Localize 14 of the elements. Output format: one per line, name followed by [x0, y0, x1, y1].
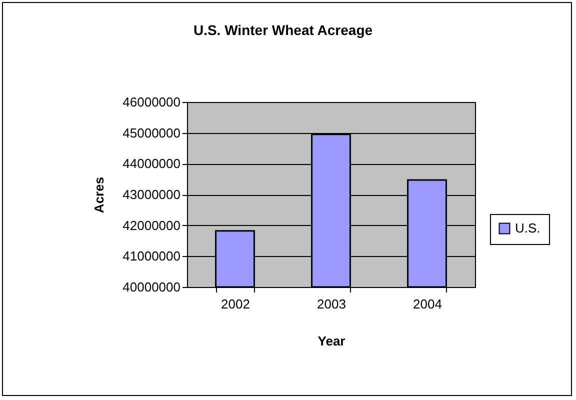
- y-tick-label: 44000000: [122, 156, 180, 172]
- y-tick-label: 43000000: [122, 187, 180, 202]
- y-tick-label: 42000000: [122, 218, 180, 233]
- y-axis-title: Acres: [92, 176, 107, 214]
- y-tick-label: 40000000: [122, 280, 180, 294]
- x-tick-label: 2004: [413, 296, 442, 312]
- chart-title: U.S. Winter Wheat Acreage: [193, 22, 373, 38]
- y-tick-label: 41000000: [122, 248, 180, 264]
- x-tick-label: 2003: [317, 296, 346, 312]
- y-tick-label: 45000000: [122, 125, 180, 140]
- y-tick-label: 46000000: [122, 94, 180, 110]
- x-tick-label: 2002: [221, 296, 250, 312]
- x-axis-title: Year: [318, 334, 346, 348]
- legend-label: U.S.: [515, 220, 540, 236]
